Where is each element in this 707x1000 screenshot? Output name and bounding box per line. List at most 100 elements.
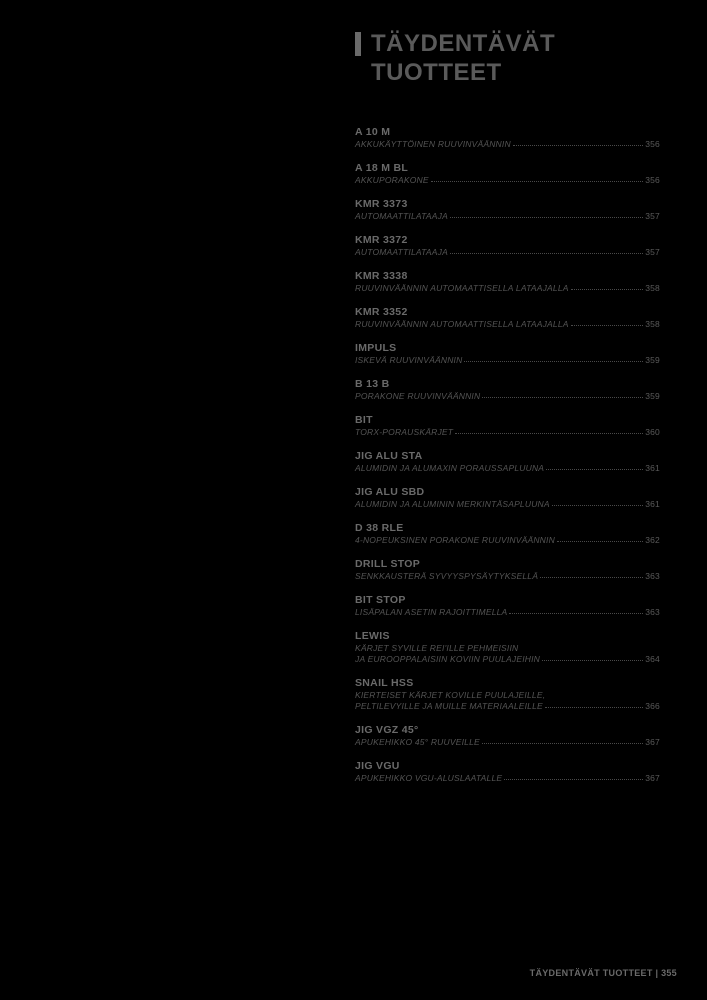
entry-page: 356 [645, 175, 660, 185]
entry-row: ISKEVÄ RUUVINVÄÄNNIN 359 [355, 355, 660, 366]
entry-code: JIG VGZ 45° [355, 724, 660, 736]
dot-leader [450, 253, 643, 254]
entry-page: 357 [645, 211, 660, 221]
toc-entry: JIG VGZ 45°APUKEHIKKO 45° RUUVEILLE367 [355, 724, 660, 748]
entry-row: SENKKAUSTERÄ SYVYYSPYSÄYTYKSELLÄ 363 [355, 571, 660, 582]
entry-page: 359 [645, 355, 660, 365]
entry-page: 367 [645, 737, 660, 747]
entry-code: A 18 M BL [355, 162, 660, 174]
toc-entry: JIG ALU SBDALUMIDIN JA ALUMININ MERKINTÄ… [355, 486, 660, 510]
entry-code: KMR 3352 [355, 306, 660, 318]
entry-row: PELTILEVYILLE JA MUILLE MATERIAALEILLE 36… [355, 701, 660, 712]
title-line-2: TUOTTEET [371, 59, 555, 88]
toc-entry: BIT STOPLISÄPALAN ASETIN RAJOITTIMELLA36… [355, 594, 660, 618]
entry-page: 360 [645, 427, 660, 437]
dot-leader [504, 779, 643, 780]
toc-entry: KMR 3372AUTOMAATTILATAAJA 357 [355, 234, 660, 258]
entry-desc: ISKEVÄ RUUVINVÄÄNNIN [355, 355, 462, 366]
entry-page: 356 [645, 139, 660, 149]
entry-desc: AUTOMAATTILATAAJA [355, 247, 448, 258]
entry-code: JIG VGU [355, 760, 660, 772]
dot-leader [545, 707, 643, 708]
entry-desc: ALUMIDIN JA ALUMININ MERKINTÄSAPLUUNA [355, 499, 550, 510]
entry-code: SNAIL HSS [355, 677, 660, 689]
dot-leader [552, 505, 643, 506]
entry-desc: PORAKONE RUUVINVÄÄNNIN [355, 391, 480, 402]
entry-page: 364 [645, 654, 660, 664]
entry-desc: KÄRJET SYVILLE REI'ILLE PEHMEISIIN [355, 643, 518, 654]
entry-page: 357 [645, 247, 660, 257]
entry-code: KMR 3338 [355, 270, 660, 282]
entry-code: LEWIS [355, 630, 660, 642]
entry-code: B 13 B [355, 378, 660, 390]
entry-row: ALUMIDIN JA ALUMAXIN PORAUSSAPLUUNA 361 [355, 463, 660, 474]
entry-page: 363 [645, 607, 660, 617]
entry-code: JIG ALU STA [355, 450, 660, 462]
entry-row: RUUVINVÄÄNNIN AUTOMAATTISELLA LATAAJALLA… [355, 283, 660, 294]
entry-desc-line: KÄRJET SYVILLE REI'ILLE PEHMEISIIN [355, 643, 660, 654]
entry-page: 358 [645, 319, 660, 329]
toc-entry: LEWISKÄRJET SYVILLE REI'ILLE PEHMEISIINJ… [355, 630, 660, 665]
toc-entry: D 38 RLE4-NOPEUKSINEN PORAKONE RUUVINVÄÄ… [355, 522, 660, 546]
entry-code: IMPULS [355, 342, 660, 354]
dot-leader [546, 469, 643, 470]
entry-code: KMR 3372 [355, 234, 660, 246]
title-text: TÄYDENTÄVÄT TUOTTEET [371, 30, 555, 88]
toc-entry: KMR 3338RUUVINVÄÄNNIN AUTOMAATTISELLA LA… [355, 270, 660, 294]
entry-row: AUTOMAATTILATAAJA 357 [355, 247, 660, 258]
entry-code: DRILL STOP [355, 558, 660, 570]
entry-desc: AKKUPORAKONE [355, 175, 429, 186]
dot-leader [571, 325, 644, 326]
entry-row: ALUMIDIN JA ALUMININ MERKINTÄSAPLUUNA 361 [355, 499, 660, 510]
entry-code: A 10 M [355, 126, 660, 138]
dot-leader [513, 145, 643, 146]
entry-desc: PELTILEVYILLE JA MUILLE MATERIAALEILLE [355, 701, 543, 712]
title-line-1: TÄYDENTÄVÄT [371, 30, 555, 59]
entry-row: TORX-PORAUSKÄRJET 360 [355, 427, 660, 438]
toc-entry: IMPULSISKEVÄ RUUVINVÄÄNNIN 359 [355, 342, 660, 366]
entry-code: BIT STOP [355, 594, 660, 606]
toc-entry: SNAIL HSSKIERTEISET KÄRJET KOVILLE PUULA… [355, 677, 660, 712]
entry-desc: ALUMIDIN JA ALUMAXIN PORAUSSAPLUUNA [355, 463, 544, 474]
dot-leader [482, 397, 643, 398]
entry-row: AKKUKÄYTTÖINEN RUUVINVÄÄNNIN 356 [355, 139, 660, 150]
entry-desc-line: KIERTEISET KÄRJET KOVILLE PUULAJEILLE, [355, 690, 660, 701]
dot-leader [455, 433, 643, 434]
entry-row: JA EUROOPPALAISIIN KOVIIN PUULAJEIHIN 364 [355, 654, 660, 665]
entry-code: JIG ALU SBD [355, 486, 660, 498]
entry-page: 361 [645, 499, 660, 509]
entry-page: 366 [645, 701, 660, 711]
entry-desc: KIERTEISET KÄRJET KOVILLE PUULAJEILLE, [355, 690, 545, 701]
entry-row: RUUVINVÄÄNNIN AUTOMAATTISELLA LATAAJALLA… [355, 319, 660, 330]
entry-page: 367 [645, 773, 660, 783]
entry-row: APUKEHIKKO 45° RUUVEILLE367 [355, 737, 660, 748]
dot-leader [542, 660, 643, 661]
toc-entry: KMR 3373AUTOMAATTILATAAJA357 [355, 198, 660, 222]
dot-leader [557, 541, 643, 542]
entry-page: 361 [645, 463, 660, 473]
entry-row: AUTOMAATTILATAAJA357 [355, 211, 660, 222]
entry-desc: SENKKAUSTERÄ SYVYYSPYSÄYTYKSELLÄ [355, 571, 538, 582]
entry-code: BIT [355, 414, 660, 426]
toc-entry: JIG VGUAPUKEHIKKO VGU-ALUSLAATALLE367 [355, 760, 660, 784]
title-accent-bar [355, 32, 361, 56]
entry-page: 358 [645, 283, 660, 293]
entry-desc: 4-NOPEUKSINEN PORAKONE RUUVINVÄÄNNIN [355, 535, 555, 546]
dot-leader [482, 743, 643, 744]
entry-code: D 38 RLE [355, 522, 660, 534]
entry-desc: RUUVINVÄÄNNIN AUTOMAATTISELLA LATAAJALLA [355, 283, 569, 294]
section-title: TÄYDENTÄVÄT TUOTTEET [355, 30, 675, 88]
entry-row: APUKEHIKKO VGU-ALUSLAATALLE367 [355, 773, 660, 784]
table-of-contents: A 10 MAKKUKÄYTTÖINEN RUUVINVÄÄNNIN356A 1… [355, 126, 660, 785]
dot-leader [540, 577, 643, 578]
page-footer: TÄYDENTÄVÄT TUOTTEET | 355 [530, 968, 677, 978]
toc-entry: JIG ALU STAALUMIDIN JA ALUMAXIN PORAUSSA… [355, 450, 660, 474]
toc-entry: KMR 3352RUUVINVÄÄNNIN AUTOMAATTISELLA LA… [355, 306, 660, 330]
toc-entry: DRILL STOPSENKKAUSTERÄ SYVYYSPYSÄYTYKSEL… [355, 558, 660, 582]
entry-desc: JA EUROOPPALAISIIN KOVIIN PUULAJEIHIN [355, 654, 540, 665]
entry-desc: RUUVINVÄÄNNIN AUTOMAATTISELLA LATAAJALLA [355, 319, 569, 330]
dot-leader [464, 361, 643, 362]
entry-desc: TORX-PORAUSKÄRJET [355, 427, 453, 438]
entry-page: 363 [645, 571, 660, 581]
entry-desc: AKKUKÄYTTÖINEN RUUVINVÄÄNNIN [355, 139, 511, 150]
